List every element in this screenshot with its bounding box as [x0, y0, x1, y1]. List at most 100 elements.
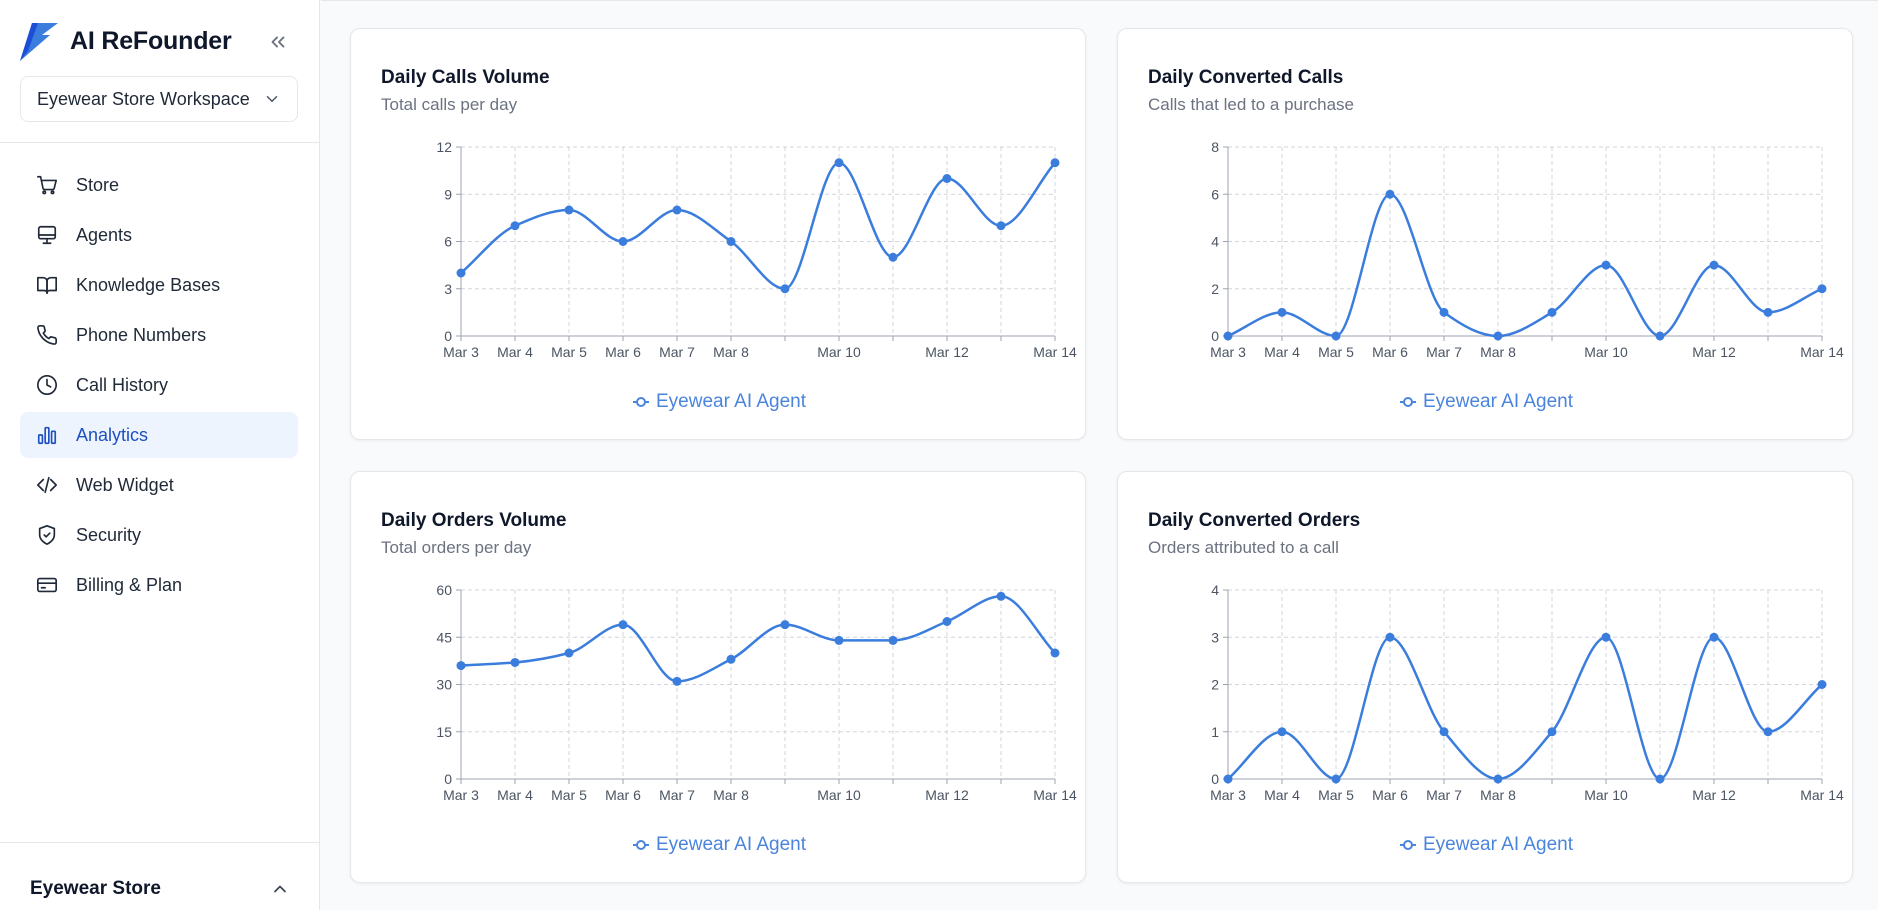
- data-point: [1547, 307, 1557, 317]
- y-tick-label: 0: [1211, 328, 1219, 344]
- line-chart: 0 3 6 9 12 Mar 3 Mar 4 Mar 5 Mar 6 Mar 7 Mar 8 Mar …: [436, 139, 1077, 360]
- sidebar-item-label: Phone Numbers: [76, 324, 207, 345]
- x-tick-label: Mar 3: [1210, 787, 1246, 803]
- sidebar-item-label: Analytics: [76, 424, 149, 445]
- x-tick-label: Mar 6: [605, 787, 641, 803]
- x-tick-label: Mar 14: [1033, 787, 1077, 803]
- sidebar-item-billing[interactable]: Billing & Plan: [20, 562, 298, 608]
- legend-line-icon: [633, 397, 649, 407]
- data-point: [888, 635, 898, 645]
- x-tick-label: Mar 4: [1264, 344, 1300, 360]
- legend-label: Eyewear AI Agent: [1423, 391, 1573, 412]
- data-point: [1223, 774, 1233, 784]
- analytics-main: Daily Calls Volume Total calls per day 0…: [321, 0, 1878, 910]
- data-point: [834, 635, 844, 645]
- sidebar-nav: Store Agents Knowledge Bases Phone Numbe…: [20, 162, 298, 612]
- data-point: [942, 617, 952, 626]
- chart-subtitle: Total orders per day: [381, 538, 532, 557]
- x-tick-label: Mar 7: [1426, 787, 1462, 803]
- data-point: [456, 661, 466, 671]
- sidebar-item-agents[interactable]: Agents: [20, 212, 298, 258]
- store-name: Eyewear Store: [30, 878, 161, 899]
- workspace-label: Eyewear Store Workspace: [37, 88, 250, 109]
- x-tick-label: Mar 14: [1800, 344, 1844, 360]
- sidebar-item-label: Agents: [76, 224, 133, 245]
- data-point: [564, 205, 574, 215]
- data-point: [726, 654, 736, 664]
- y-tick-label: 2: [1211, 677, 1219, 693]
- data-point: [1493, 774, 1503, 784]
- chart-legend[interactable]: Eyewear AI Agent: [1118, 391, 1854, 413]
- data-point: [780, 620, 790, 630]
- workspace-selector[interactable]: Eyewear Store Workspace: [20, 76, 298, 122]
- data-point: [1493, 331, 1503, 341]
- data-point: [1050, 158, 1060, 168]
- chart-legend[interactable]: Eyewear AI Agent: [351, 391, 1087, 413]
- chart-subtitle: Calls that led to a purchase: [1148, 95, 1355, 114]
- chart-legend[interactable]: Eyewear AI Agent: [351, 834, 1087, 856]
- data-point: [1331, 774, 1341, 784]
- legend-label: Eyewear AI Agent: [1423, 834, 1573, 855]
- y-tick-label: 1: [1211, 724, 1219, 740]
- chart-legend[interactable]: Eyewear AI Agent: [1118, 834, 1854, 856]
- credit-card-icon: [36, 574, 58, 596]
- clock-icon: [36, 374, 58, 396]
- y-tick-label: 2: [1211, 281, 1219, 297]
- line-chart: 0 1 2 3 4 Mar 3 Mar 4 Mar 5 Mar 6 Mar 7 Mar 8 Mar 1…: [1210, 582, 1844, 803]
- chevron-down-icon: [266, 96, 278, 102]
- x-tick-label: Mar 4: [497, 787, 533, 803]
- bar-chart-icon: [36, 424, 58, 446]
- data-point: [1817, 284, 1827, 294]
- x-tick-label: Mar 10: [1584, 787, 1628, 803]
- phone-icon: [36, 324, 58, 346]
- logo-icon: [20, 23, 58, 61]
- sidebar-item-call-history[interactable]: Call History: [20, 362, 298, 408]
- x-tick-label: Mar 12: [925, 344, 969, 360]
- x-tick-label: Mar 3: [443, 344, 479, 360]
- data-point: [1655, 774, 1665, 784]
- brand[interactable]: AI ReFounder: [20, 20, 232, 62]
- x-tick-label: Mar 8: [1480, 787, 1516, 803]
- chart-title: Daily Converted Calls: [1148, 67, 1344, 88]
- monitor-icon: [36, 224, 58, 246]
- book-icon: [36, 274, 58, 296]
- x-tick-label: Mar 14: [1800, 787, 1844, 803]
- sidebar-item-label: Security: [76, 524, 142, 545]
- y-tick-label: 3: [1211, 629, 1219, 645]
- data-point: [510, 221, 520, 231]
- data-point: [510, 657, 520, 667]
- chart-title: Daily Orders Volume: [381, 510, 567, 531]
- x-tick-label: Mar 7: [659, 344, 695, 360]
- collapse-sidebar-button[interactable]: [264, 28, 292, 56]
- legend-label: Eyewear AI Agent: [656, 391, 806, 412]
- data-point: [1331, 331, 1341, 341]
- data-point: [726, 237, 736, 246]
- x-tick-label: Mar 5: [551, 787, 587, 803]
- sidebar-item-store[interactable]: Store: [20, 162, 298, 208]
- x-tick-label: Mar 3: [443, 787, 479, 803]
- data-point: [834, 158, 844, 168]
- sidebar-item-analytics[interactable]: Analytics: [20, 412, 298, 458]
- sidebar-item-web-widget[interactable]: Web Widget: [20, 462, 298, 508]
- sidebar-item-label: Knowledge Bases: [76, 274, 221, 295]
- sidebar-item-phone-numbers[interactable]: Phone Numbers: [20, 312, 298, 358]
- chart-title: Daily Converted Orders: [1148, 510, 1361, 531]
- x-tick-label: Mar 12: [1692, 344, 1736, 360]
- x-tick-label: Mar 3: [1210, 344, 1246, 360]
- y-tick-label: 0: [444, 328, 452, 344]
- legend-line-icon: [1400, 397, 1416, 407]
- x-tick-label: Mar 8: [713, 787, 749, 803]
- store-switcher[interactable]: Eyewear Store: [30, 872, 290, 906]
- x-tick-label: Mar 6: [1372, 787, 1408, 803]
- sidebar-item-knowledge-bases[interactable]: Knowledge Bases: [20, 262, 298, 308]
- data-point: [1050, 648, 1060, 658]
- chart-grid: [1227, 146, 1823, 337]
- line-chart: 0 15 30 45 60 Mar 3 Mar 4 Mar 5 Mar 6 Mar 7 Mar 8 M…: [436, 582, 1077, 803]
- sidebar-divider: [0, 142, 320, 143]
- x-tick-label: Mar 10: [817, 344, 861, 360]
- sidebar-item-security[interactable]: Security: [20, 512, 298, 558]
- y-tick-label: 8: [1211, 139, 1219, 155]
- data-point: [888, 252, 898, 262]
- x-tick-label: Mar 12: [1692, 787, 1736, 803]
- y-tick-label: 6: [1211, 186, 1219, 202]
